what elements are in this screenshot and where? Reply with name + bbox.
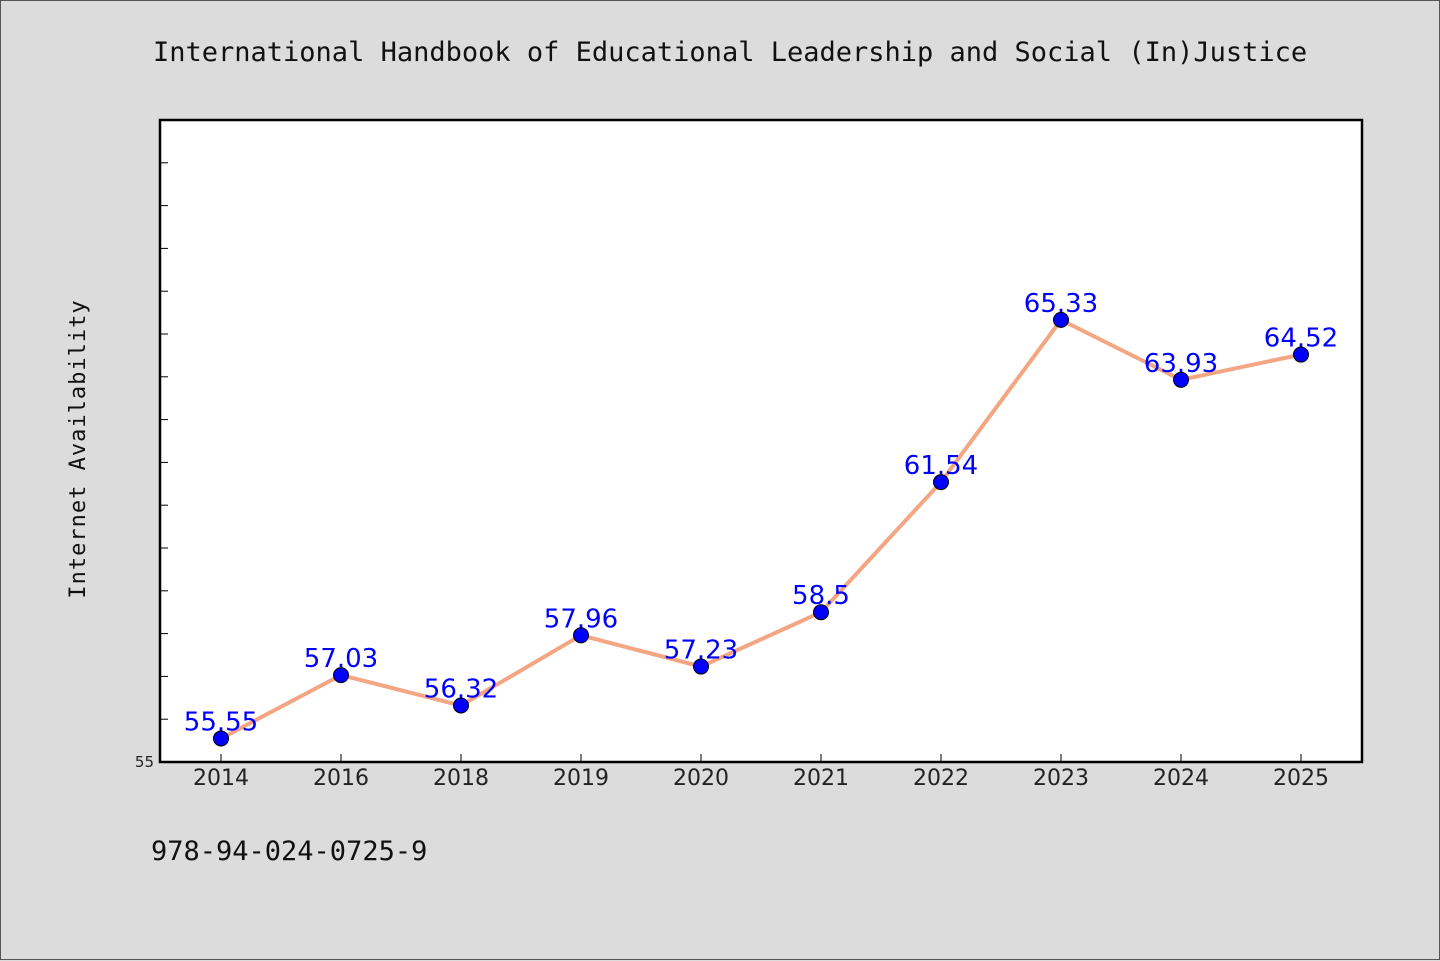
data-point <box>1173 371 1189 388</box>
data-point <box>933 474 949 491</box>
data-point <box>333 667 349 684</box>
data-point <box>693 658 709 675</box>
data-label: 56.32 <box>424 675 498 705</box>
data-label: 61.54 <box>904 451 978 481</box>
data-point <box>1053 311 1069 328</box>
data-label: 58.5 <box>792 581 850 611</box>
series-group <box>213 311 1309 747</box>
x-tick-label: 2025 <box>1273 766 1329 791</box>
x-tick-label: 2024 <box>1153 766 1209 791</box>
data-label: 57.23 <box>664 636 738 666</box>
data-labels: 55.55 57.03 56.32 57.96 57.23 58.5 61.54 65.33 6… <box>184 289 1338 738</box>
y-axis-ticks: 55 <box>135 162 168 771</box>
data-point <box>453 697 469 714</box>
data-point <box>813 604 829 621</box>
data-label: 64.52 <box>1264 324 1338 354</box>
x-tick-label: 2016 <box>313 766 369 791</box>
data-point <box>573 627 589 644</box>
x-tick-label: 2018 <box>433 766 489 791</box>
y-axis-label: Internet Availability <box>66 299 91 598</box>
data-label: 57.96 <box>544 604 618 634</box>
data-label: 55.55 <box>184 707 258 737</box>
series-line <box>220 317 1302 741</box>
data-point <box>1293 346 1309 363</box>
x-tick-label: 2021 <box>793 766 849 791</box>
x-tick-label: 2019 <box>553 766 609 791</box>
x-axis-ticks: 2014 2016 2018 2019 2020 2021 2022 2023 2024 2025 <box>193 754 1329 791</box>
data-label: 63.93 <box>1144 349 1218 379</box>
plot-area <box>158 118 1364 764</box>
data-label: 65.33 <box>1024 289 1098 319</box>
isbn-text: 978-94-024-0725-9 <box>151 836 428 867</box>
chart-title: International Handbook of Educational Le… <box>153 37 1308 68</box>
y-tick-label: 55 <box>135 753 154 771</box>
x-tick-label: 2014 <box>193 766 249 791</box>
x-tick-label: 2020 <box>673 766 729 791</box>
data-label: 57.03 <box>304 644 378 674</box>
data-point <box>213 730 229 747</box>
x-tick-label: 2023 <box>1033 766 1089 791</box>
x-tick-label: 2022 <box>913 766 969 791</box>
